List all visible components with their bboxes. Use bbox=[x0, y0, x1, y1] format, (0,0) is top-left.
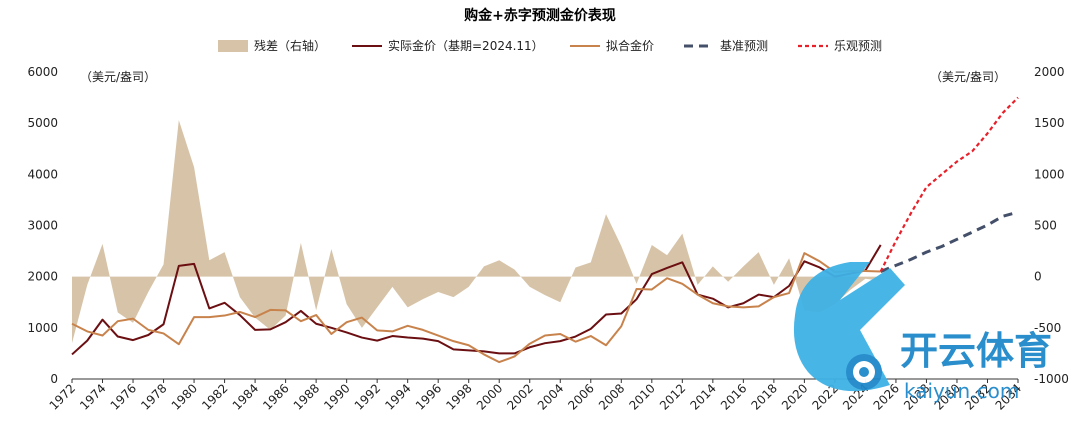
x-tick-label: 1974 bbox=[77, 381, 108, 412]
x-tick-label: 1994 bbox=[382, 381, 413, 412]
y-axis-left: 0 1000 2000 3000 4000 5000 6000 bbox=[27, 65, 58, 386]
legend-label: 实际金价（基期=2024.11） bbox=[388, 38, 544, 53]
y-left-tick-label: 5000 bbox=[27, 116, 58, 130]
watermark-logo-icon bbox=[793, 262, 905, 392]
x-tick-label: 2008 bbox=[596, 381, 627, 412]
left-axis-unit: （美元/盎司） bbox=[80, 70, 156, 84]
x-tick-label: 1986 bbox=[260, 381, 291, 412]
y-left-tick-label: 1000 bbox=[27, 321, 58, 335]
watermark-url: kaiyun.com bbox=[904, 379, 1019, 403]
x-tick-label: 1992 bbox=[352, 381, 383, 412]
legend-label: 拟合金价 bbox=[606, 38, 654, 53]
y-right-tick-label: 2000 bbox=[1034, 65, 1065, 79]
x-tick-label: 1988 bbox=[291, 381, 322, 412]
y-left-tick-label: 6000 bbox=[27, 65, 58, 79]
x-tick-label: 1980 bbox=[169, 381, 200, 412]
legend-label: 乐观预测 bbox=[834, 39, 882, 53]
y-left-tick-label: 0 bbox=[50, 372, 58, 386]
x-tick-label: 1990 bbox=[321, 381, 352, 412]
x-tick-label: 2014 bbox=[687, 381, 718, 412]
plot-area bbox=[71, 96, 1019, 364]
series-fitted-price-line bbox=[71, 252, 881, 364]
y-right-tick-label: 1000 bbox=[1034, 167, 1065, 181]
y-right-tick-label: 500 bbox=[1034, 219, 1057, 233]
series-optimistic-forecast-line bbox=[879, 96, 1019, 273]
x-tick-label: 2000 bbox=[474, 381, 505, 412]
x-tick-label: 2012 bbox=[657, 381, 688, 412]
watermark: 开云体育 kaiyun.com bbox=[793, 262, 1052, 403]
x-tick-label: 2018 bbox=[748, 381, 779, 412]
x-tick-label: 1998 bbox=[443, 381, 474, 412]
x-tick-label: 2002 bbox=[504, 381, 535, 412]
right-axis-unit: （美元/盎司） bbox=[930, 70, 1006, 84]
x-tick-label: 2006 bbox=[565, 381, 596, 412]
series-residual-area bbox=[72, 120, 881, 344]
y-right-tick-label: -1000 bbox=[1034, 372, 1069, 386]
x-tick-label: 2004 bbox=[535, 381, 566, 412]
y-left-tick-label: 3000 bbox=[27, 219, 58, 233]
x-tick-label: 1996 bbox=[413, 381, 444, 412]
x-tick-label: 1978 bbox=[138, 381, 169, 412]
y-left-tick-label: 2000 bbox=[27, 270, 58, 284]
y-right-tick-label: 0 bbox=[1034, 270, 1042, 284]
x-tick-label: 1976 bbox=[108, 381, 139, 412]
y-right-tick-label: -500 bbox=[1034, 321, 1061, 335]
x-tick-label: 1982 bbox=[199, 381, 230, 412]
series-baseline-forecast-line bbox=[880, 210, 1019, 273]
watermark-title: 开云体育 bbox=[900, 329, 1052, 373]
legend: 残差（右轴） 实际金价（基期=2024.11） 拟合金价 基准预测 乐观预测 bbox=[218, 38, 882, 53]
x-tick-label: 2020 bbox=[779, 381, 810, 412]
chart-title: 购金+赤字预测金价表现 bbox=[464, 7, 616, 24]
legend-label: 残差（右轴） bbox=[254, 38, 326, 53]
x-tick-label: 2010 bbox=[626, 381, 657, 412]
y-left-tick-label: 4000 bbox=[27, 167, 58, 181]
legend-swatch bbox=[218, 40, 248, 52]
x-tick-label: 1984 bbox=[230, 381, 261, 412]
y-right-tick-label: 1500 bbox=[1034, 116, 1065, 130]
x-tick-label: 2016 bbox=[718, 381, 749, 412]
y-axis-right: -1000 -500 0 500 1000 1500 2000 bbox=[1034, 65, 1069, 386]
legend-label: 基准预测 bbox=[720, 39, 768, 53]
